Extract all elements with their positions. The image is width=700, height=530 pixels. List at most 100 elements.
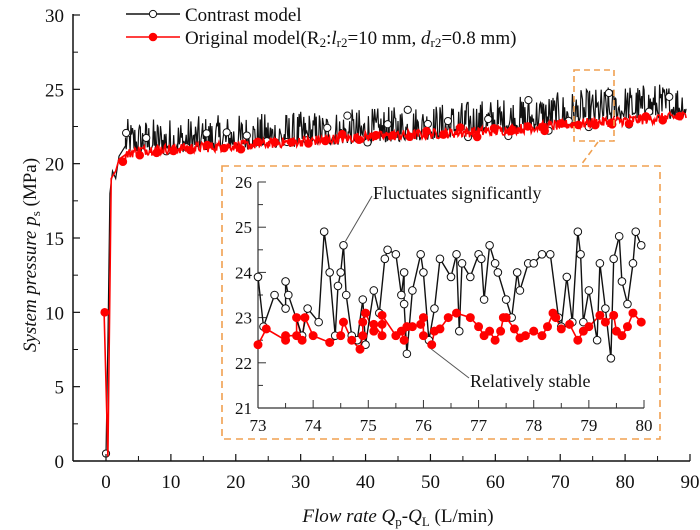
main-plot: 0 5 10 15 20 25 30 0 10 20 30 40 50 60 70 80 90	[45, 6, 700, 493]
inset-data-point-original	[496, 326, 506, 336]
data-point-contrast	[323, 123, 332, 132]
inset-x-tick-label: 78	[525, 416, 542, 435]
data-point-contrast	[403, 105, 412, 114]
legend-label-contrast: Contrast model	[185, 5, 302, 26]
inset-data-point-contrast	[493, 268, 503, 277]
inset-data-point-contrast	[512, 268, 522, 277]
inset-data-point-contrast	[631, 227, 641, 237]
inset-data-point-original	[253, 340, 263, 350]
data-point-contrast	[383, 120, 392, 129]
inset-data-point-original	[584, 322, 594, 332]
inset-data-point-original	[636, 317, 646, 327]
legend-marker-original	[148, 32, 158, 42]
inset-data-point-original	[358, 317, 368, 327]
inset-data-point-contrast	[601, 304, 610, 313]
inset-data-point-contrast	[281, 304, 290, 313]
data-point-original	[523, 122, 533, 131]
x-tick-label: 70	[551, 472, 570, 493]
inset-data-point-original	[556, 324, 566, 334]
data-point-original	[100, 308, 110, 317]
data-point-original	[455, 123, 465, 132]
data-point-original	[641, 112, 651, 121]
inset-y-tick-label: 25	[235, 218, 252, 237]
inset-data-point-contrast	[490, 259, 500, 268]
data-point-original	[270, 137, 280, 147]
data-point-original	[236, 144, 246, 154]
data-point-contrast	[443, 116, 453, 126]
data-point-contrast	[604, 88, 613, 98]
legend-marker-contrast	[148, 9, 158, 19]
inset-data-point-contrast	[339, 240, 348, 250]
inset-data-point-original	[474, 322, 484, 332]
data-point-original	[540, 126, 549, 136]
inset-data-point-original	[537, 331, 547, 341]
inset-data-point-contrast	[609, 254, 618, 264]
x-tick-label: 60	[486, 472, 505, 493]
inset-data-point-contrast	[529, 259, 539, 268]
y-axis-title: System pressure ps (MPa)	[20, 158, 43, 352]
axis-titles: System pressure ps (MPa) Flow rate Qp-QL…	[20, 158, 494, 529]
inset-data-point-contrast	[614, 231, 624, 241]
data-point-original	[354, 135, 364, 145]
inset-data-point-original	[628, 308, 638, 318]
inset-data-point-original	[573, 335, 583, 345]
x-tick-label: 40	[356, 472, 375, 493]
inset-data-point-original	[261, 324, 271, 334]
inset-data-point-original	[435, 324, 445, 334]
inset-data-point-contrast	[336, 268, 346, 277]
data-point-original	[202, 140, 212, 150]
x-tick-label: 90	[681, 472, 700, 493]
data-point-contrast	[423, 119, 432, 129]
inset-data-point-original	[617, 331, 627, 341]
data-point-original	[152, 148, 161, 158]
inset-data-point-contrast	[477, 254, 486, 264]
data-point-original	[574, 120, 583, 130]
inset-data-point-contrast	[485, 240, 494, 250]
inset-data-point-contrast	[369, 286, 379, 295]
inset-data-point-original	[355, 344, 365, 354]
inset-data-point-original	[338, 317, 348, 327]
data-point-original	[590, 120, 600, 130]
data-point-original	[405, 132, 414, 141]
data-point-original	[186, 145, 195, 155]
data-point-original	[506, 126, 516, 136]
inset-data-point-contrast	[592, 335, 602, 345]
inset-data-point-contrast	[636, 240, 646, 250]
inset-data-point-contrast	[573, 227, 583, 237]
inset-y-tick-label: 26	[235, 173, 252, 192]
inset-data-point-original	[407, 322, 417, 332]
data-point-contrast	[524, 95, 533, 105]
inset-data-point-contrast	[408, 286, 417, 295]
inset-data-point-contrast	[466, 272, 475, 282]
data-point-original	[321, 136, 330, 146]
inset-data-point-contrast	[383, 245, 392, 255]
inset-data-point-contrast	[333, 281, 343, 291]
inset-data-point-original	[377, 331, 387, 341]
inset-x-tick-label: 79	[580, 416, 597, 435]
inset-data-point-contrast	[399, 268, 409, 277]
inset-data-point-original	[399, 335, 409, 345]
inset-x-tick-label: 76	[415, 416, 432, 435]
inset-data-point-contrast	[314, 317, 323, 327]
data-point-contrast	[343, 111, 352, 120]
data-point-original	[253, 137, 263, 147]
inset-data-point-contrast	[457, 259, 467, 268]
inset-data-point-contrast	[281, 277, 290, 286]
inset-y-tick-label: 22	[235, 354, 252, 373]
inset-data-point-original	[622, 322, 632, 332]
inset-data-point-original	[347, 335, 357, 345]
x-tick-label: 30	[291, 472, 310, 493]
inset-data-point-original	[418, 313, 428, 323]
inset-data-point-original	[377, 310, 387, 320]
data-point-contrast	[202, 129, 211, 138]
inset-data-point-original	[358, 331, 368, 341]
data-point-original	[388, 130, 398, 140]
inset-data-point-contrast	[537, 250, 547, 259]
inset-data-point-original	[452, 308, 462, 318]
inset-data-point-contrast	[595, 259, 605, 268]
inset-data-point-original	[427, 340, 437, 350]
inset-x-tick-label: 80	[636, 416, 653, 435]
y-tick-label: 10	[45, 303, 64, 324]
annotation-leader-stable	[430, 348, 470, 379]
